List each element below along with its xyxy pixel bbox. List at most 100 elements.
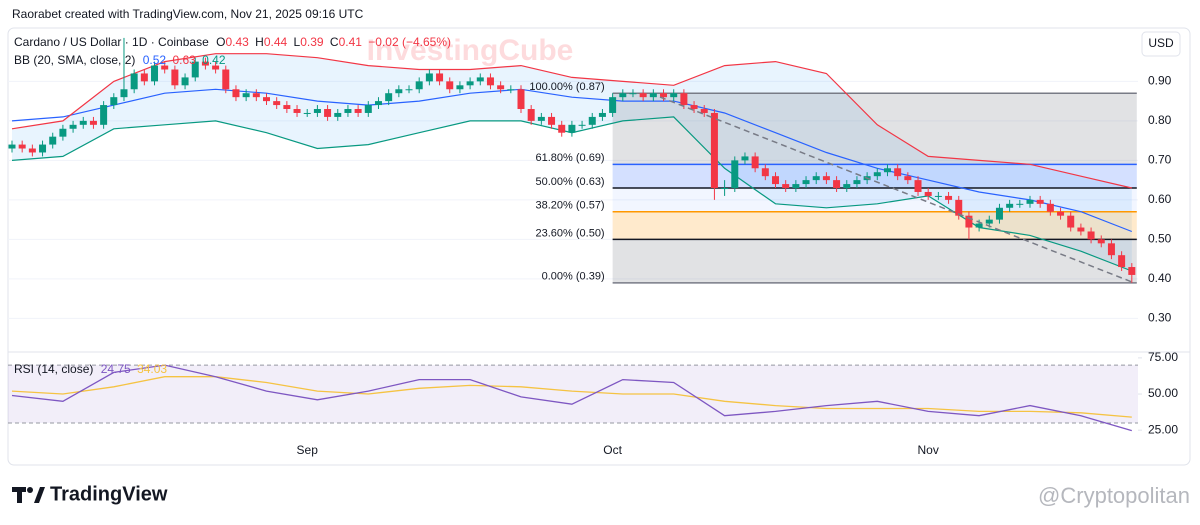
- x-tick-label: Nov: [918, 443, 939, 457]
- candle-body: [273, 101, 281, 106]
- candle-body: [191, 61, 199, 78]
- y-tick-label: 25.00: [1148, 422, 1178, 436]
- candle-body: [741, 156, 749, 161]
- candle-body: [89, 120, 97, 125]
- candle-body: [59, 128, 67, 137]
- y-tick-label: 0.80: [1148, 113, 1172, 127]
- candle-body: [354, 109, 362, 113]
- candle-body: [171, 69, 179, 86]
- candle-body: [334, 112, 342, 117]
- quote-high: 0.44: [264, 35, 288, 49]
- candle-body: [181, 77, 189, 86]
- candle-body: [843, 184, 851, 189]
- candle-body: [721, 188, 729, 190]
- rsi-line: [11, 364, 1132, 432]
- candle-body: [1016, 203, 1024, 205]
- candle-body: [680, 93, 688, 106]
- candle-body: [1077, 227, 1085, 232]
- candle-body: [405, 89, 413, 91]
- candle-body: [792, 184, 800, 189]
- candle-body: [629, 93, 637, 95]
- candle-body: [120, 89, 128, 98]
- fib-zone: [612, 211, 1137, 240]
- candle-body: [619, 93, 627, 98]
- candle-body: [232, 89, 240, 98]
- logo-stem: [17, 487, 22, 503]
- candle-body: [374, 101, 382, 106]
- fib-label: 61.80% (0.69): [536, 152, 605, 164]
- candle-body: [1026, 199, 1034, 204]
- candle-body: [578, 124, 586, 126]
- bb-lower-value: 0.42: [202, 53, 226, 67]
- candle-body: [49, 136, 57, 145]
- y-tick-label: 0.40: [1148, 271, 1172, 285]
- currency[interactable]: USD: [1148, 36, 1174, 50]
- fib-label: 38.20% (0.57): [536, 200, 605, 212]
- candle-body: [344, 109, 352, 113]
- candle-body: [476, 77, 484, 82]
- candle-body: [415, 81, 423, 90]
- chart-frame: [7, 27, 1191, 466]
- candle-body: [201, 61, 209, 66]
- candle-body: [212, 65, 220, 70]
- symbol: Cardano / US Dollar · 1D · Coinbase: [14, 35, 209, 49]
- bb-line: [11, 53, 1132, 189]
- candle-body: [660, 93, 668, 98]
- candle-body: [324, 109, 332, 117]
- candle-body: [965, 215, 973, 228]
- logo-dot: [27, 487, 33, 493]
- candle-body: [100, 105, 108, 125]
- candle-body: [161, 65, 169, 70]
- fib-zone: [612, 93, 1137, 165]
- quote-open: 0.43: [225, 35, 249, 49]
- candle-body: [8, 144, 16, 149]
- candle-body: [1036, 199, 1044, 204]
- candle-body: [751, 156, 759, 169]
- fib-label: 0.00% (0.39): [542, 271, 605, 283]
- rsi-value: 24.75: [101, 362, 131, 376]
- candle-body: [527, 109, 535, 121]
- quote-close: 0.41: [339, 35, 363, 49]
- candle-body: [894, 168, 902, 177]
- candle-body: [700, 109, 708, 113]
- candle-body: [1087, 231, 1095, 240]
- candle-body: [1118, 255, 1126, 268]
- candle-body: [537, 116, 545, 121]
- attribution: Raorabet created with TradingView.com, N…: [12, 7, 364, 21]
- candle-body: [263, 97, 270, 102]
- candle-body: [772, 176, 779, 185]
- candle-body: [466, 81, 474, 86]
- candle-body: [934, 195, 942, 197]
- watermark: InvestingCube: [367, 34, 574, 67]
- rsi-title: RSI (14, close): [14, 362, 93, 376]
- candle-body: [822, 176, 830, 181]
- candle-body: [985, 219, 993, 224]
- candle-body: [710, 112, 718, 189]
- fib-label: 100.00% (0.87): [529, 81, 604, 93]
- candle-body: [497, 85, 505, 90]
- candle-body: [690, 105, 698, 110]
- bb-line: [11, 88, 1133, 233]
- y-tick-label: 0.90: [1148, 74, 1172, 88]
- candle-body: [914, 180, 922, 192]
- quote-letter: O: [216, 35, 225, 49]
- bb-fill: [12, 53, 1132, 272]
- candle-body: [995, 207, 1003, 220]
- y-tick-label: 0.60: [1148, 192, 1172, 206]
- candle-body: [782, 184, 790, 189]
- fib-zone: [612, 239, 1137, 283]
- candle-body: [598, 112, 606, 117]
- candle-body: [313, 109, 321, 113]
- candle-body: [588, 116, 596, 125]
- currency-button[interactable]: [1141, 31, 1181, 57]
- trend-line: [659, 96, 1133, 283]
- candle-body: [283, 105, 291, 110]
- bb-legend: BB (20, SMA, close, 2) 0.52 0.63 0.42: [14, 53, 226, 67]
- brand: TradingView: [50, 483, 168, 505]
- candle-body: [130, 73, 138, 90]
- candle-body: [639, 93, 647, 98]
- candle-body: [802, 180, 810, 185]
- quote-change: −0.02 (−4.65%): [368, 35, 451, 49]
